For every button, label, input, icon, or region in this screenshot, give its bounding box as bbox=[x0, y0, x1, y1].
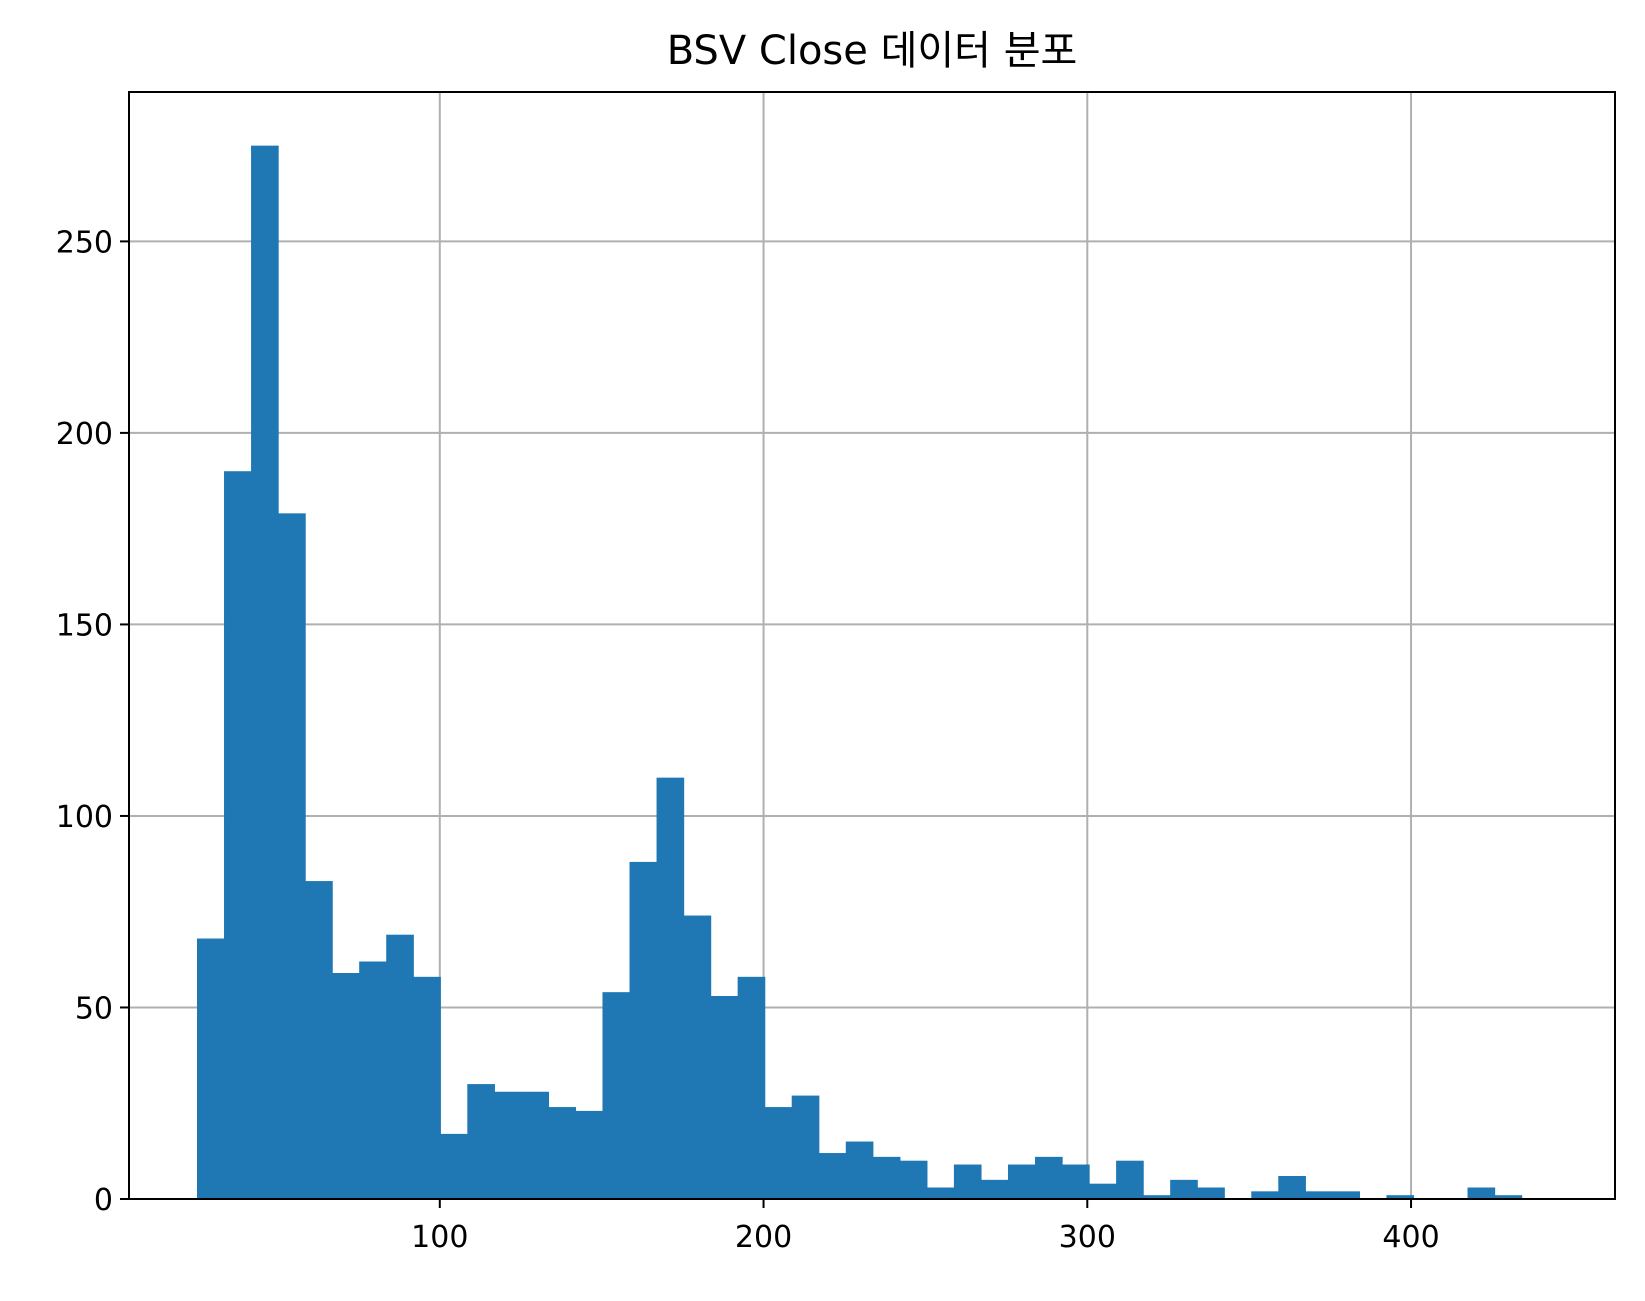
histogram-bar bbox=[332, 973, 360, 1199]
histogram-bar bbox=[467, 1084, 495, 1199]
histogram-bar bbox=[710, 995, 739, 1199]
histogram-bar bbox=[656, 777, 685, 1199]
x-tick-label: 100 bbox=[411, 1220, 468, 1255]
histogram-bar bbox=[1035, 1156, 1063, 1199]
histogram-bar bbox=[1089, 1183, 1117, 1199]
histogram-bar bbox=[1143, 1195, 1171, 1199]
x-tick-label: 300 bbox=[1059, 1220, 1116, 1255]
y-tick-label: 150 bbox=[56, 608, 113, 643]
histogram-bar bbox=[413, 976, 441, 1199]
axis-ticks: 100 200 300 400 0 50 100 150 200 250 bbox=[56, 225, 1440, 1255]
histogram-bar bbox=[251, 145, 279, 1199]
histogram-bar bbox=[899, 1160, 928, 1199]
histogram-bar bbox=[818, 1153, 847, 1199]
histogram-bar bbox=[548, 1107, 577, 1199]
histogram-bar bbox=[1062, 1164, 1090, 1199]
histogram-bar bbox=[575, 1110, 604, 1199]
histogram-bar bbox=[1007, 1164, 1036, 1199]
histogram-bar bbox=[1386, 1195, 1415, 1199]
histogram-bar bbox=[602, 992, 631, 1199]
histogram-bar bbox=[305, 881, 333, 1199]
histogram-bar bbox=[521, 1091, 550, 1199]
x-tick-label: 200 bbox=[735, 1220, 792, 1255]
histogram-bar bbox=[1494, 1195, 1523, 1199]
histogram-bar bbox=[629, 861, 658, 1199]
histogram-bar bbox=[764, 1107, 793, 1199]
histogram-bar bbox=[224, 471, 252, 1199]
histogram-bar bbox=[737, 976, 766, 1199]
histogram-bar bbox=[1278, 1176, 1306, 1199]
y-tick-label: 250 bbox=[56, 225, 113, 260]
histogram-bar bbox=[1116, 1160, 1144, 1199]
histogram-bar bbox=[845, 1141, 874, 1199]
histogram-bar bbox=[196, 938, 225, 1199]
chart-title: BSV Close 데이터 분포 bbox=[667, 28, 1078, 74]
histogram-bar bbox=[278, 513, 306, 1199]
histogram-bar bbox=[440, 1133, 468, 1199]
histogram-bar bbox=[683, 915, 712, 1199]
histogram-bar bbox=[1251, 1191, 1279, 1199]
histogram-bar bbox=[1332, 1191, 1361, 1199]
y-tick-label: 0 bbox=[94, 1183, 113, 1218]
histogram-bar bbox=[980, 1179, 1009, 1199]
histogram-bar bbox=[359, 961, 387, 1199]
histogram-bar bbox=[1170, 1179, 1198, 1199]
histogram-bar bbox=[1467, 1187, 1496, 1199]
histogram-bars bbox=[196, 145, 1523, 1199]
histogram-bar bbox=[872, 1156, 901, 1199]
y-tick-label: 50 bbox=[75, 991, 113, 1026]
x-tick-label: 400 bbox=[1382, 1220, 1439, 1255]
histogram-bar bbox=[953, 1164, 982, 1199]
y-tick-label: 100 bbox=[56, 800, 113, 835]
histogram-bar bbox=[1197, 1187, 1225, 1199]
histogram-bar bbox=[926, 1187, 955, 1199]
histogram-bar bbox=[386, 934, 414, 1199]
histogram-bar bbox=[1305, 1191, 1333, 1199]
y-tick-label: 200 bbox=[56, 417, 113, 452]
plot-frame bbox=[128, 91, 1616, 1200]
histogram-bar bbox=[494, 1091, 522, 1199]
grid-lines bbox=[129, 92, 1615, 1200]
histogram-bar bbox=[791, 1095, 820, 1199]
